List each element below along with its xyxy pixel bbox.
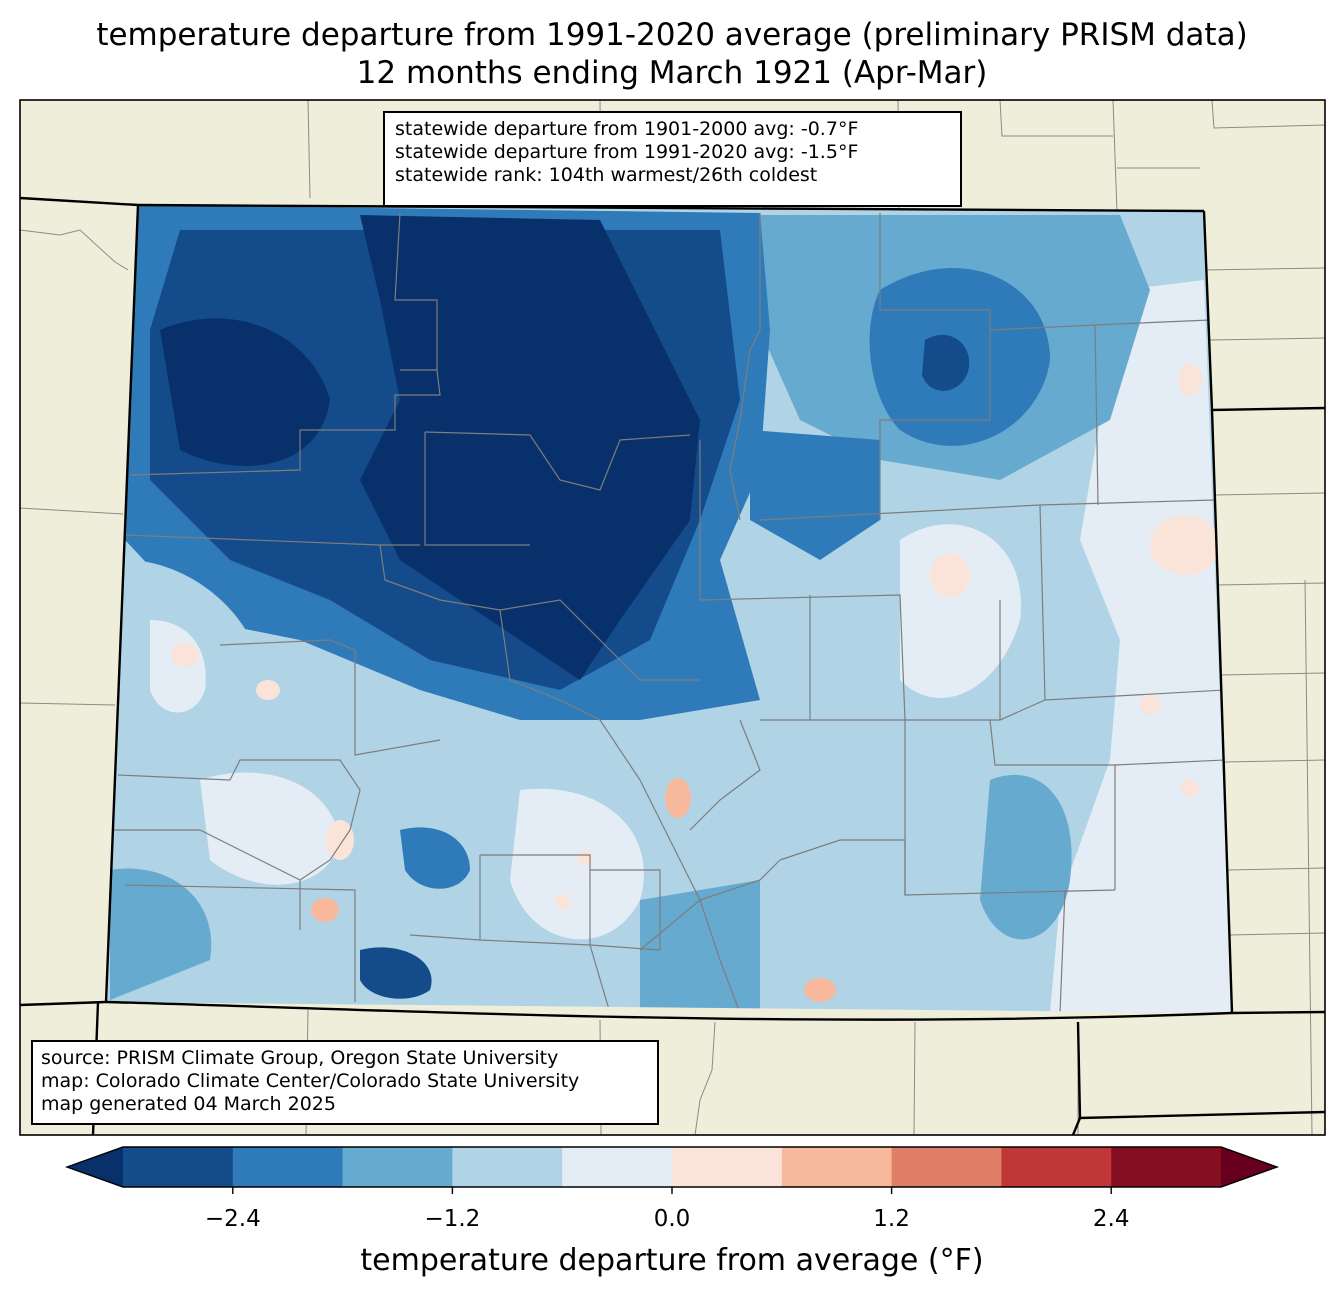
colorbar-segment [781, 1147, 893, 1187]
colorbar-extend-low [67, 1147, 123, 1187]
contour-medium-se [980, 774, 1072, 940]
contour-sw-medium [110, 868, 212, 1000]
colorbar-segment [891, 1147, 1002, 1187]
colorbar-segment [232, 1147, 344, 1187]
contour-medium-south [640, 880, 760, 1013]
warm-spot-3 [1178, 364, 1202, 396]
source-line-3: map generated 04 March 2025 [41, 1093, 336, 1115]
warm-spot-5 [1181, 779, 1199, 797]
departure-contours [110, 205, 1232, 1013]
colorbar-tick-label: −2.4 [204, 1206, 261, 1232]
warm-spot-13 [556, 894, 570, 910]
statewide-stats-box: statewide departure from 1901-2000 avg: … [383, 111, 962, 207]
warm-spot-11 [326, 820, 354, 860]
warm-spot-7 [256, 680, 280, 700]
contour-sw-dark [360, 947, 432, 999]
source-box: source: PRISM Climate Group, Oregon Stat… [31, 1040, 659, 1125]
stats-line-2: statewide departure from 1991-2020 avg: … [395, 141, 859, 163]
colorbar-extend-high [1221, 1147, 1277, 1187]
warm-spot-9 [311, 898, 339, 922]
colorbar-segment [672, 1147, 783, 1187]
colorbar-segment [123, 1147, 234, 1187]
contour-near-avg-east [1040, 280, 1232, 1013]
colorbar-segment [342, 1147, 453, 1187]
map-title: temperature departure from 1991-2020 ave… [96, 17, 1248, 53]
colorbar-segment [562, 1147, 673, 1187]
colorbar-tick-label: −1.2 [424, 1206, 481, 1232]
map-subtitle: 12 months ending March 1921 (Apr-Mar) [356, 55, 988, 91]
colorbar-segment [452, 1147, 563, 1187]
county-lines [110, 212, 1226, 1013]
contour-near-avg-southwest [510, 788, 644, 940]
warm-spot-6 [171, 643, 199, 667]
contour-near-avg-swcorner [200, 772, 340, 885]
contour-south-dark [400, 827, 470, 889]
map-frame [19, 99, 1326, 1136]
contour-medium-central [750, 430, 880, 560]
source-line-2: map: Colorado Climate Center/Colorado St… [41, 1070, 580, 1092]
colorbar-segment [1111, 1147, 1222, 1187]
contour-nw-dark [160, 318, 330, 466]
contour-darkest-ne [922, 334, 970, 391]
contour-mountain-darkest [360, 215, 700, 680]
contour-west-near-avg [150, 620, 206, 713]
contour-near-avg-central [900, 524, 1021, 698]
warm-spot-4 [1140, 695, 1160, 715]
colorbar-outline [64, 1146, 1280, 1188]
warm-spot-1 [1150, 515, 1220, 575]
colorbar-label: temperature departure from average (°F) [360, 1243, 984, 1278]
colorbar-tick-label: 2.4 [1092, 1206, 1130, 1232]
colorbar-tick-label: 1.2 [873, 1206, 910, 1232]
colorbar-tick-label: 0.0 [653, 1206, 691, 1232]
source-line-1: source: PRISM Climate Group, Oregon Stat… [41, 1047, 559, 1069]
warm-spot-2 [930, 553, 970, 597]
warm-spot-8 [665, 778, 691, 818]
stats-line-3: statewide rank: 104th warmest/26th colde… [395, 164, 818, 186]
warm-spot-10 [804, 978, 836, 1002]
colorbar-segment [1001, 1147, 1112, 1187]
colorbar [64, 1146, 1280, 1194]
stats-line-1: statewide departure from 1901-2000 avg: … [395, 118, 859, 140]
